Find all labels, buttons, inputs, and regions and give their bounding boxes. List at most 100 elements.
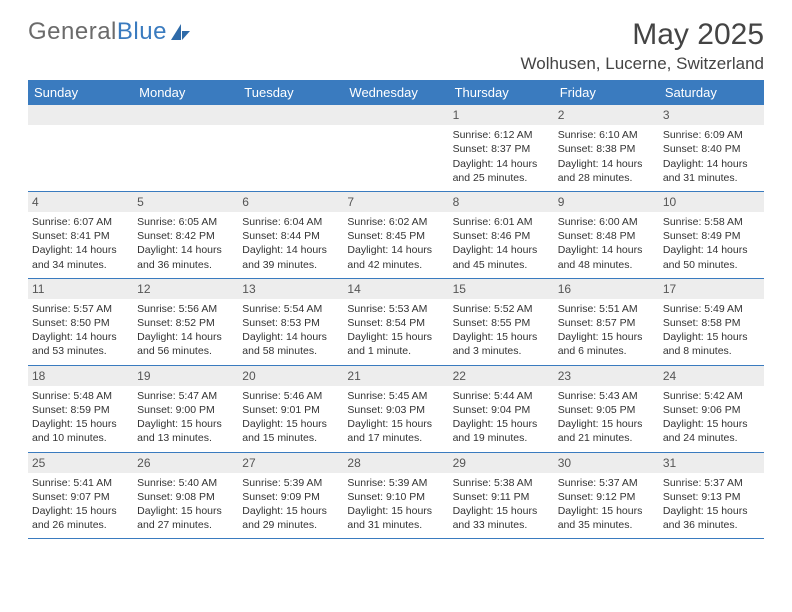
- daylight-line: Daylight: 15 hours and 33 minutes.: [453, 504, 550, 532]
- day-number: [343, 105, 448, 125]
- sunset-line: Sunset: 9:10 PM: [347, 490, 444, 504]
- sunrise-line: Sunrise: 6:00 AM: [558, 215, 655, 229]
- day-cell: 15 Sunrise: 5:52 AMSunset: 8:55 PMDayligh…: [449, 279, 554, 365]
- day-number: 17: [659, 279, 764, 299]
- sunrise-line: Sunrise: 5:37 AM: [558, 476, 655, 490]
- sunset-line: Sunset: 9:13 PM: [663, 490, 760, 504]
- daylight-line: Daylight: 15 hours and 27 minutes.: [137, 504, 234, 532]
- daylight-line: Daylight: 14 hours and 34 minutes.: [32, 243, 129, 271]
- day-cell: 31Sunrise: 5:37 AMSunset: 9:13 PMDayligh…: [659, 453, 764, 539]
- day-cell: 28Sunrise: 5:39 AMSunset: 9:10 PMDayligh…: [343, 453, 448, 539]
- day-number: 6: [238, 192, 343, 212]
- sunset-line: Sunset: 9:01 PM: [242, 403, 339, 417]
- sunrise-line: Sunrise: 5:54 AM: [242, 302, 339, 316]
- daylight-line: Daylight: 15 hours and 26 minutes.: [32, 504, 129, 532]
- day-number: 20: [238, 366, 343, 386]
- day-number: 21: [343, 366, 448, 386]
- daylight-line: Daylight: 15 hours and 36 minutes.: [663, 504, 760, 532]
- month-title: May 2025: [521, 18, 765, 52]
- day-cell: 4Sunrise: 6:07 AMSunset: 8:41 PMDaylight…: [28, 192, 133, 278]
- day-number: 16: [554, 279, 659, 299]
- sunrise-line: Sunrise: 5:52 AM: [453, 302, 550, 316]
- day-cell: 7Sunrise: 6:02 AMSunset: 8:45 PMDaylight…: [343, 192, 448, 278]
- sunrise-line: Sunrise: 5:42 AM: [663, 389, 760, 403]
- day-number: 5: [133, 192, 238, 212]
- sunrise-line: Sunrise: 5:57 AM: [32, 302, 129, 316]
- sunrise-line: Sunrise: 5:43 AM: [558, 389, 655, 403]
- day-number: 26: [133, 453, 238, 473]
- day-number: 23: [554, 366, 659, 386]
- day-cell: 22Sunrise: 5:44 AMSunset: 9:04 PMDayligh…: [449, 366, 554, 452]
- day-number: 15: [449, 279, 554, 299]
- sunrise-line: Sunrise: 5:53 AM: [347, 302, 444, 316]
- daylight-line: Daylight: 14 hours and 53 minutes.: [32, 330, 129, 358]
- daylight-line: Daylight: 14 hours and 36 minutes.: [137, 243, 234, 271]
- sunset-line: Sunset: 8:37 PM: [453, 142, 550, 156]
- logo: General Blue: [28, 18, 191, 46]
- sunrise-line: Sunrise: 6:10 AM: [558, 128, 655, 142]
- daylight-line: Daylight: 15 hours and 31 minutes.: [347, 504, 444, 532]
- sunset-line: Sunset: 8:45 PM: [347, 229, 444, 243]
- day-number: 27: [238, 453, 343, 473]
- week-row: 4Sunrise: 6:07 AMSunset: 8:41 PMDaylight…: [28, 192, 764, 279]
- week-row: 18Sunrise: 5:48 AMSunset: 8:59 PMDayligh…: [28, 366, 764, 453]
- day-cell: 13Sunrise: 5:54 AMSunset: 8:53 PMDayligh…: [238, 279, 343, 365]
- day-number: 18: [28, 366, 133, 386]
- daylight-line: Daylight: 14 hours and 56 minutes.: [137, 330, 234, 358]
- sunset-line: Sunset: 9:12 PM: [558, 490, 655, 504]
- day-cell: 9Sunrise: 6:00 AMSunset: 8:48 PMDaylight…: [554, 192, 659, 278]
- day-cell: 14Sunrise: 5:53 AMSunset: 8:54 PMDayligh…: [343, 279, 448, 365]
- sunset-line: Sunset: 9:09 PM: [242, 490, 339, 504]
- sunset-line: Sunset: 9:03 PM: [347, 403, 444, 417]
- daylight-line: Daylight: 15 hours and 3 minutes.: [453, 330, 550, 358]
- day-number: 9: [554, 192, 659, 212]
- sunrise-line: Sunrise: 5:45 AM: [347, 389, 444, 403]
- day-cell: [133, 105, 238, 191]
- daylight-line: Daylight: 15 hours and 1 minute.: [347, 330, 444, 358]
- sunrise-line: Sunrise: 5:38 AM: [453, 476, 550, 490]
- day-number: 30: [554, 453, 659, 473]
- sunrise-line: Sunrise: 5:56 AM: [137, 302, 234, 316]
- day-number: 14: [343, 279, 448, 299]
- sunrise-line: Sunrise: 5:41 AM: [32, 476, 129, 490]
- day-number: 8: [449, 192, 554, 212]
- dow-cell: Friday: [554, 81, 659, 105]
- day-number: 28: [343, 453, 448, 473]
- day-number: 12: [133, 279, 238, 299]
- daylight-line: Daylight: 15 hours and 15 minutes.: [242, 417, 339, 445]
- week-row: 1 Sunrise: 6:12 AMSunset: 8:37 PM Daylight…: [28, 105, 764, 192]
- day-number: 11: [28, 279, 133, 299]
- daylight-line: Daylight: 14 hours and 39 minutes.: [242, 243, 339, 271]
- daylight-line: Daylight: 14 hours and 58 minutes.: [242, 330, 339, 358]
- daylight-line: Daylight: 14 hours and 50 minutes.: [663, 243, 760, 271]
- day-of-week-header: SundayMondayTuesdayWednesdayThursdayFrid…: [28, 81, 764, 105]
- day-number: 1: [449, 105, 554, 125]
- dow-cell: Tuesday: [238, 81, 343, 105]
- sunrise-line: Sunrise: 6:01 AM: [453, 215, 550, 229]
- sunrise-line: Sunrise: 5:44 AM: [453, 389, 550, 403]
- day-cell: 25Sunrise: 5:41 AMSunset: 9:07 PMDayligh…: [28, 453, 133, 539]
- day-number: [238, 105, 343, 125]
- sunrise-line: Sunrise: 5:40 AM: [137, 476, 234, 490]
- sunrise-line: Sunrise: 6:12 AM: [453, 128, 550, 142]
- day-number: 2: [554, 105, 659, 125]
- day-cell: [343, 105, 448, 191]
- day-number: 22: [449, 366, 554, 386]
- week-row: 11Sunrise: 5:57 AMSunset: 8:50 PMDayligh…: [28, 279, 764, 366]
- sunset-line: Sunset: 9:05 PM: [558, 403, 655, 417]
- header: General Blue May 2025 Wolhusen, Lucerne,…: [28, 18, 764, 74]
- day-cell: 2Sunrise: 6:10 AMSunset: 8:38 PMDaylight…: [554, 105, 659, 191]
- sunset-line: Sunset: 8:55 PM: [453, 316, 550, 330]
- dow-cell: Thursday: [449, 81, 554, 105]
- sunset-line: Sunset: 9:04 PM: [453, 403, 550, 417]
- day-number: 24: [659, 366, 764, 386]
- day-number: 19: [133, 366, 238, 386]
- sunset-line: Sunset: 9:07 PM: [32, 490, 129, 504]
- day-number: 29: [449, 453, 554, 473]
- dow-cell: Saturday: [659, 81, 764, 105]
- sunrise-line: Sunrise: 5:37 AM: [663, 476, 760, 490]
- daylight-line: Daylight: 15 hours and 21 minutes.: [558, 417, 655, 445]
- sunset-line: Sunset: 8:42 PM: [137, 229, 234, 243]
- sunset-line: Sunset: 8:49 PM: [663, 229, 760, 243]
- daylight-line: Daylight: 14 hours and 28 minutes.: [558, 157, 655, 185]
